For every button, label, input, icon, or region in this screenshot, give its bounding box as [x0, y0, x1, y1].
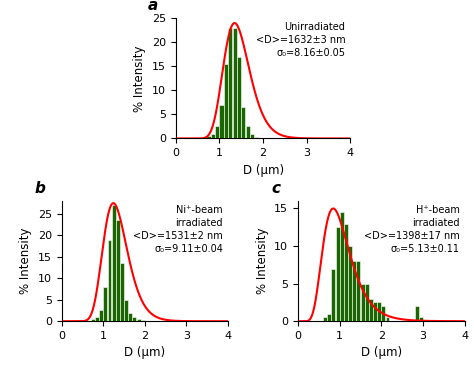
Bar [246, 126, 250, 138]
Bar [352, 261, 356, 321]
Bar [250, 134, 254, 138]
Bar [382, 306, 385, 321]
Bar [137, 319, 141, 321]
Bar [124, 300, 128, 321]
Bar [336, 227, 339, 321]
Bar [112, 205, 116, 321]
Bar [215, 126, 219, 138]
Bar [373, 303, 377, 321]
Bar [356, 261, 360, 321]
X-axis label: D (μm): D (μm) [243, 164, 283, 177]
Bar [365, 284, 369, 321]
Bar [206, 136, 210, 138]
Text: H⁺-beam
irradiated
<D>=1398±17 nm
σ₀=5.13±0.11: H⁺-beam irradiated <D>=1398±17 nm σ₀=5.1… [364, 205, 459, 254]
Bar [369, 299, 373, 321]
Text: c: c [272, 181, 281, 196]
Bar [219, 105, 224, 138]
Bar [377, 303, 381, 321]
Bar [108, 240, 111, 321]
Bar [237, 57, 241, 138]
Bar [348, 246, 352, 321]
Bar [385, 318, 390, 321]
X-axis label: D (μm): D (μm) [124, 346, 165, 360]
Bar [132, 317, 137, 321]
Bar [340, 212, 344, 321]
Text: Ni⁺-beam
irradiated
<D>=1531±2 nm
σ₀=9.11±0.04: Ni⁺-beam irradiated <D>=1531±2 nm σ₀=9.1… [133, 205, 223, 254]
Bar [211, 134, 215, 138]
Bar [241, 107, 246, 138]
Bar [323, 318, 327, 321]
Bar [228, 28, 232, 138]
Bar [331, 269, 336, 321]
Bar [415, 306, 419, 321]
Bar [327, 314, 331, 321]
Bar [128, 312, 132, 321]
Bar [224, 64, 228, 138]
Bar [95, 317, 99, 321]
Text: Unirradiated
<D>=1632±3 nm
σ₀=8.16±0.05: Unirradiated <D>=1632±3 nm σ₀=8.16±0.05 [255, 22, 345, 58]
X-axis label: D (μm): D (μm) [361, 346, 402, 360]
Bar [91, 319, 95, 321]
Text: a: a [148, 0, 158, 14]
Bar [99, 311, 103, 321]
Bar [344, 223, 348, 321]
Bar [116, 220, 120, 321]
Bar [419, 318, 423, 321]
Y-axis label: % Intensity: % Intensity [133, 45, 146, 112]
Bar [141, 320, 145, 321]
Bar [255, 137, 259, 138]
Bar [361, 284, 365, 321]
Text: b: b [35, 181, 46, 196]
Bar [120, 263, 124, 321]
Y-axis label: % Intensity: % Intensity [19, 228, 32, 294]
Bar [103, 287, 107, 321]
Bar [233, 28, 237, 138]
Y-axis label: % Intensity: % Intensity [256, 228, 269, 294]
